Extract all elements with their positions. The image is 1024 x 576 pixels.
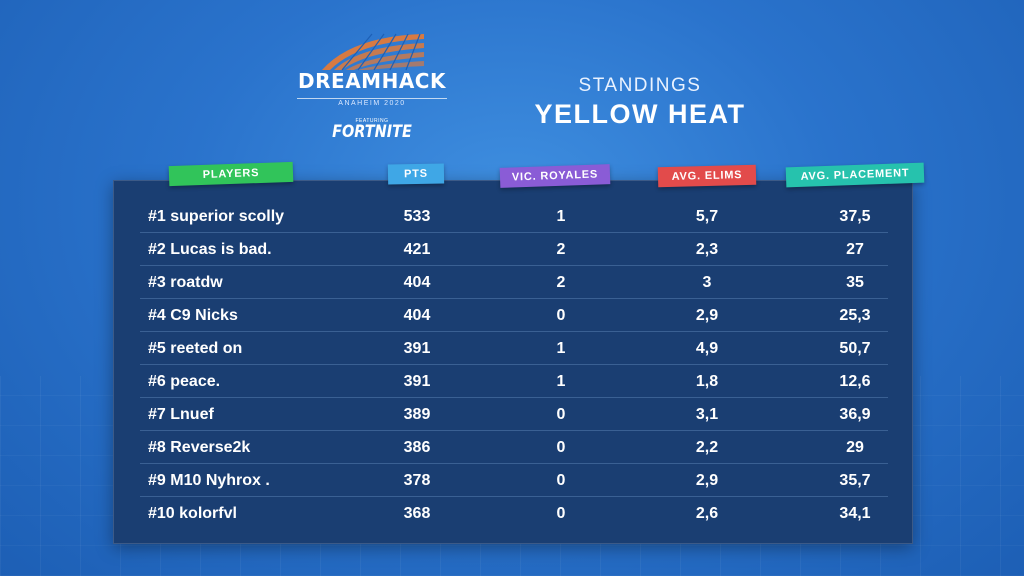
table-row: #2 Lucas is bad. 421 2 2,3 27 xyxy=(140,233,888,266)
avg-elims-value: 1,8 xyxy=(695,373,719,390)
avg-placement-value: 35,7 xyxy=(839,472,871,489)
avg-placement-value: 36,9 xyxy=(839,406,871,423)
victory-royales-value: 0 xyxy=(556,439,566,456)
victory-royales-value: 1 xyxy=(556,208,566,225)
player-name: #3 roatdw xyxy=(148,274,223,291)
table-row: #1 superior scolly 533 1 5,7 37,5 xyxy=(140,200,888,233)
player-name: #10 kolorfvl xyxy=(148,505,237,522)
avg-elims-value: 3 xyxy=(702,274,712,291)
table-row: #7 Lnuef 389 0 3,1 36,9 xyxy=(140,398,888,431)
table-row: #3 roatdw 404 2 3 35 xyxy=(140,266,888,299)
player-name: #6 peace. xyxy=(148,373,221,390)
avg-placement-value: 27 xyxy=(846,241,864,258)
victory-royales-value: 0 xyxy=(556,472,566,489)
player-name: #7 Lnuef xyxy=(148,406,214,423)
logo-wordmark: DREAMHACK xyxy=(298,69,446,93)
player-name: #4 C9 Nicks xyxy=(148,307,238,324)
table-row: #4 C9 Nicks 404 0 2,9 25,3 xyxy=(140,299,888,332)
table-row: #5 reeted on 391 1 4,9 50,7 xyxy=(140,332,888,365)
logo-location: ANAHEIM 2020 xyxy=(297,98,447,107)
table-row: #8 Reverse2k 386 0 2,2 29 xyxy=(140,431,888,464)
avg-placement-value: 34,1 xyxy=(839,505,871,522)
logo-game: FORTNITE xyxy=(332,122,412,142)
column-header-vic-royales: VIC. ROYALES xyxy=(499,164,611,188)
points-value: 389 xyxy=(403,406,431,423)
player-name: #8 Reverse2k xyxy=(148,439,251,456)
points-value: 391 xyxy=(403,340,431,357)
avg-elims-value: 2,2 xyxy=(695,439,719,456)
logo-featuring: FEATURING xyxy=(355,118,389,124)
table-row: #9 M10 Nyhrox . 378 0 2,9 35,7 xyxy=(140,464,888,497)
points-value: 391 xyxy=(403,373,431,390)
points-value: 378 xyxy=(403,472,431,489)
victory-royales-value: 2 xyxy=(556,241,566,258)
avg-elims-value: 4,9 xyxy=(695,340,719,357)
standings-heading: STANDINGS YELLOW HEAT xyxy=(520,75,760,130)
victory-royales-value: 1 xyxy=(556,340,566,357)
avg-placement-value: 12,6 xyxy=(839,373,871,390)
table-row: #6 peace. 391 1 1,8 12,6 xyxy=(140,365,888,398)
points-value: 386 xyxy=(403,439,431,456)
heading-title: YELLOW HEAT xyxy=(534,99,746,129)
avg-placement-value: 37,5 xyxy=(839,208,871,225)
table-row: #10 kolorfvl 368 0 2,6 34,1 xyxy=(140,497,888,530)
player-name: #5 reeted on xyxy=(148,340,243,357)
avg-placement-value: 35 xyxy=(846,274,864,291)
heading-subtitle: STANDINGS xyxy=(578,75,702,96)
points-value: 368 xyxy=(403,505,431,522)
avg-elims-value: 5,7 xyxy=(695,208,719,225)
victory-royales-value: 2 xyxy=(556,274,566,291)
column-header-pts: PTS xyxy=(387,163,445,185)
player-name: #9 M10 Nyhrox . xyxy=(148,472,270,489)
points-value: 404 xyxy=(403,307,431,324)
standings-panel xyxy=(113,180,913,544)
victory-royales-value: 1 xyxy=(556,373,566,390)
points-value: 421 xyxy=(403,241,431,258)
avg-elims-value: 2,6 xyxy=(695,505,719,522)
player-name: #1 superior scolly xyxy=(148,208,285,225)
victory-royales-value: 0 xyxy=(556,406,566,423)
avg-placement-value: 50,7 xyxy=(839,340,871,357)
avg-elims-value: 2,3 xyxy=(695,241,719,258)
standings-table: #1 superior scolly 533 1 5,7 37,5 #2 Luc… xyxy=(140,200,888,530)
avg-placement-value: 29 xyxy=(846,439,864,456)
victory-royales-value: 0 xyxy=(556,307,566,324)
avg-placement-value: 25,3 xyxy=(839,307,871,324)
points-value: 404 xyxy=(403,274,431,291)
player-name: #2 Lucas is bad. xyxy=(148,241,272,258)
avg-elims-value: 3,1 xyxy=(695,406,719,423)
event-logo: DREAMHACK ANAHEIM 2020 FEATURING FORTNIT… xyxy=(282,30,462,145)
avg-elims-value: 2,9 xyxy=(695,472,719,489)
dreamhack-arch-icon xyxy=(322,33,424,71)
column-header-avg-elims: AVG. ELIMS xyxy=(657,164,757,188)
points-value: 533 xyxy=(403,208,431,225)
avg-elims-value: 2,9 xyxy=(695,307,719,324)
victory-royales-value: 0 xyxy=(556,505,566,522)
